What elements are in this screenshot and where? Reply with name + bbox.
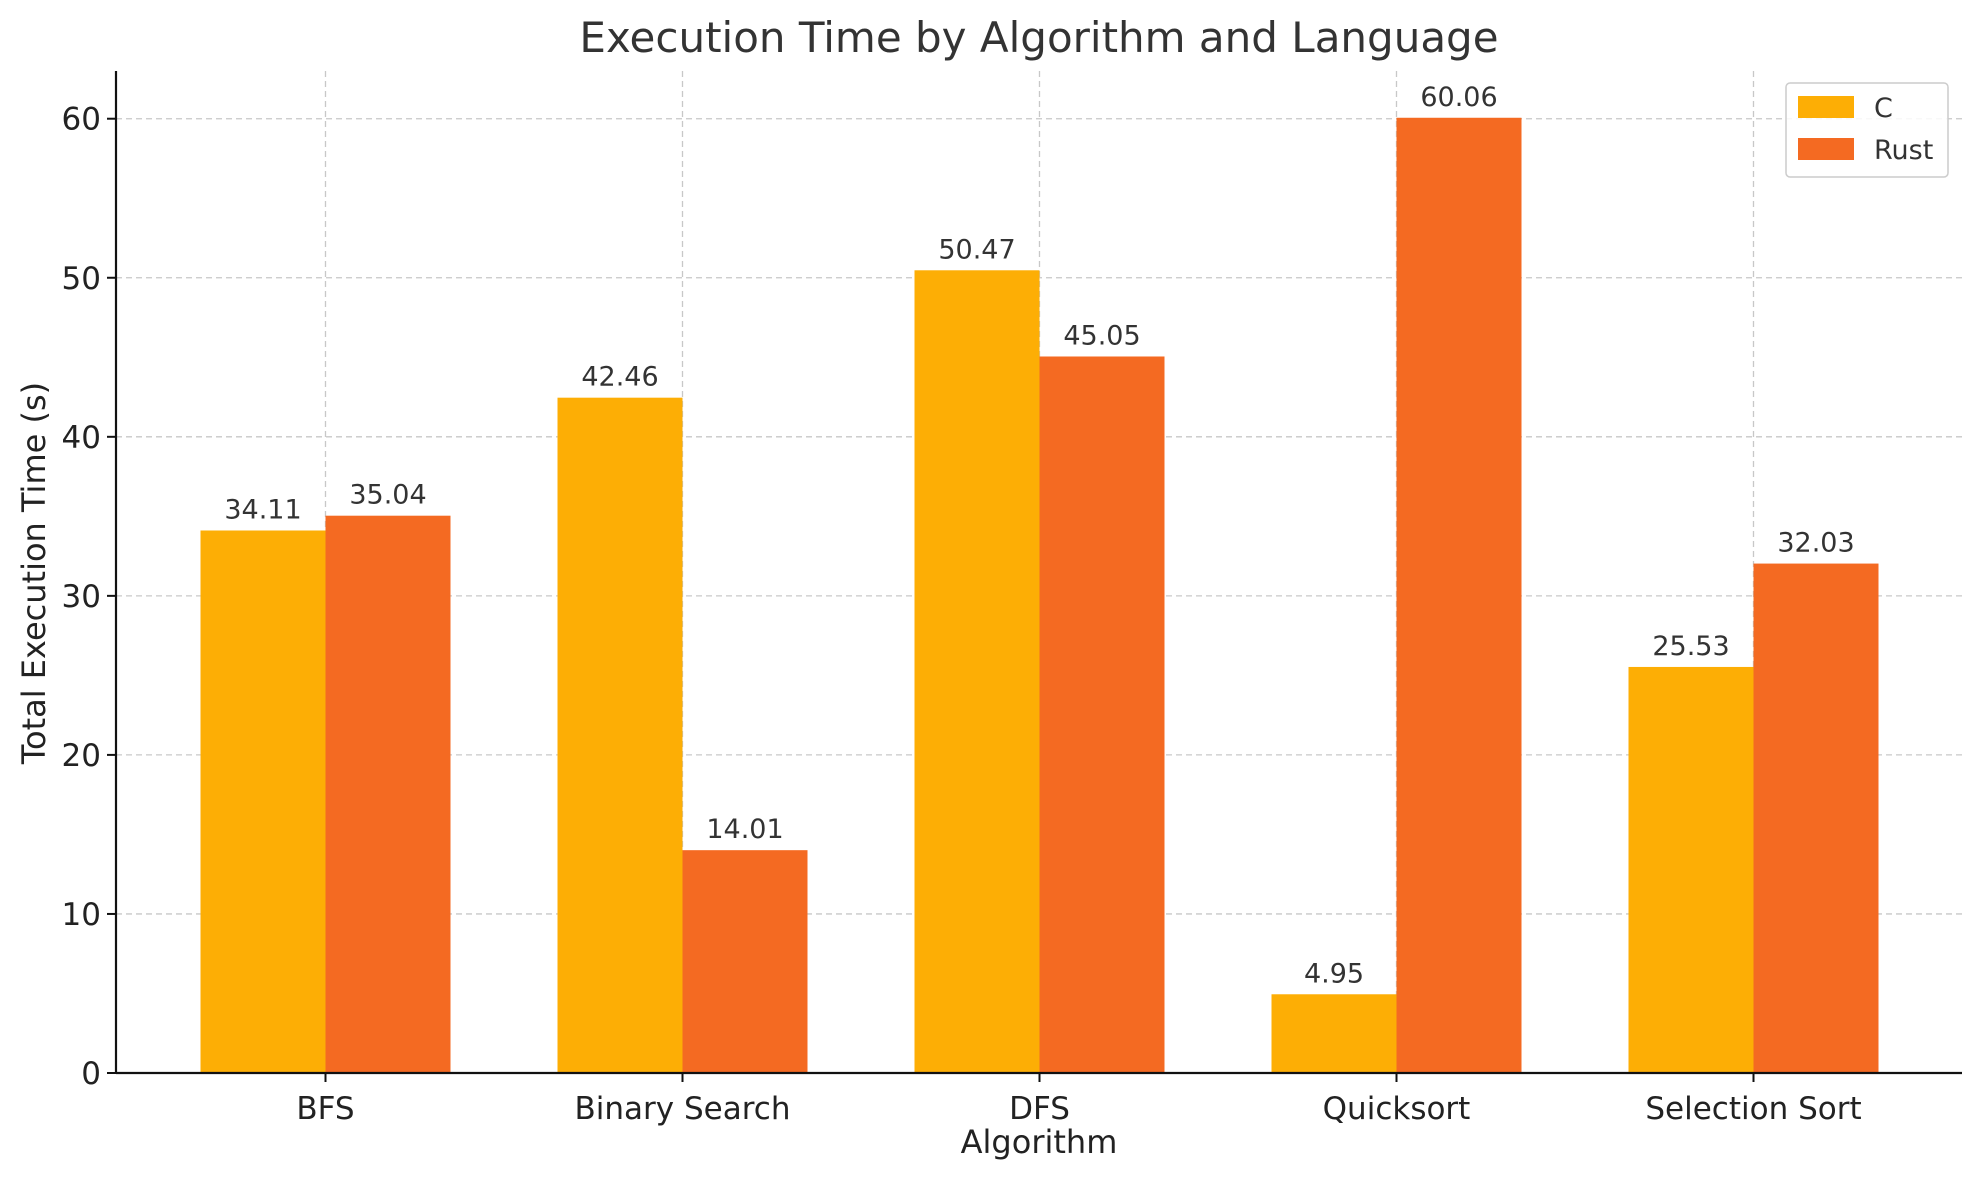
x-tick-label: Quicksort: [1323, 1091, 1471, 1127]
legend-label: C: [1874, 93, 1893, 124]
bar-c-binary-search: [557, 397, 683, 1073]
legend-swatch: [1798, 96, 1854, 118]
x-axis-label: Algorithm: [961, 1123, 1118, 1161]
y-tick-label: 50: [62, 261, 101, 297]
bars: [200, 117, 1879, 1074]
bar-c-quicksort: [1271, 994, 1397, 1073]
data-label: 42.46: [581, 362, 658, 393]
data-label: 45.05: [1063, 320, 1140, 351]
x-tick-label: DFS: [1009, 1091, 1070, 1127]
legend: C Rust: [1785, 82, 1949, 178]
data-label: 32.03: [1777, 528, 1854, 559]
x-tick-label: Selection Sort: [1645, 1091, 1861, 1127]
legend-label: Rust: [1874, 135, 1933, 166]
x-tick-label: BFS: [296, 1091, 354, 1127]
y-tick-label: 30: [62, 579, 101, 615]
bar-rust-quicksort: [1396, 117, 1522, 1073]
data-label: 60.06: [1420, 82, 1497, 113]
axes: 0 10 20 30 40 50 60 BFS Binary Search DFS Quicksor…: [62, 71, 1962, 1127]
bar-c-dfs: [914, 270, 1040, 1074]
y-tick-label: 0: [81, 1056, 101, 1092]
y-tick-label: 40: [62, 420, 101, 456]
bar-rust-dfs: [1039, 356, 1165, 1073]
data-label: 25.53: [1652, 631, 1729, 662]
bar-rust-bfs: [325, 515, 451, 1073]
data-label: 50.47: [938, 234, 1015, 265]
y-tick-label: 10: [62, 897, 101, 933]
y-tick-label: 60: [62, 102, 101, 138]
data-label: 4.95: [1304, 958, 1364, 989]
data-label: 34.11: [224, 494, 301, 525]
x-tick-label: Binary Search: [575, 1091, 791, 1127]
data-labels: 34.11 42.46 50.47 4.95 25.53 35.04 14.01 45.05 6…: [224, 82, 1854, 990]
y-axis-label: Total Execution Time (s): [15, 382, 53, 765]
bar-c-selection-sort: [1628, 666, 1754, 1073]
bar-rust-binary-search: [682, 850, 808, 1073]
data-label: 35.04: [349, 480, 426, 511]
legend-swatch: [1798, 138, 1854, 160]
chart-title: Execution Time by Algorithm and Language: [579, 13, 1498, 62]
data-label: 14.01: [706, 814, 783, 845]
bar-c-bfs: [200, 530, 326, 1073]
y-tick-label: 20: [62, 738, 101, 774]
bar-rust-selection-sort: [1753, 563, 1879, 1073]
